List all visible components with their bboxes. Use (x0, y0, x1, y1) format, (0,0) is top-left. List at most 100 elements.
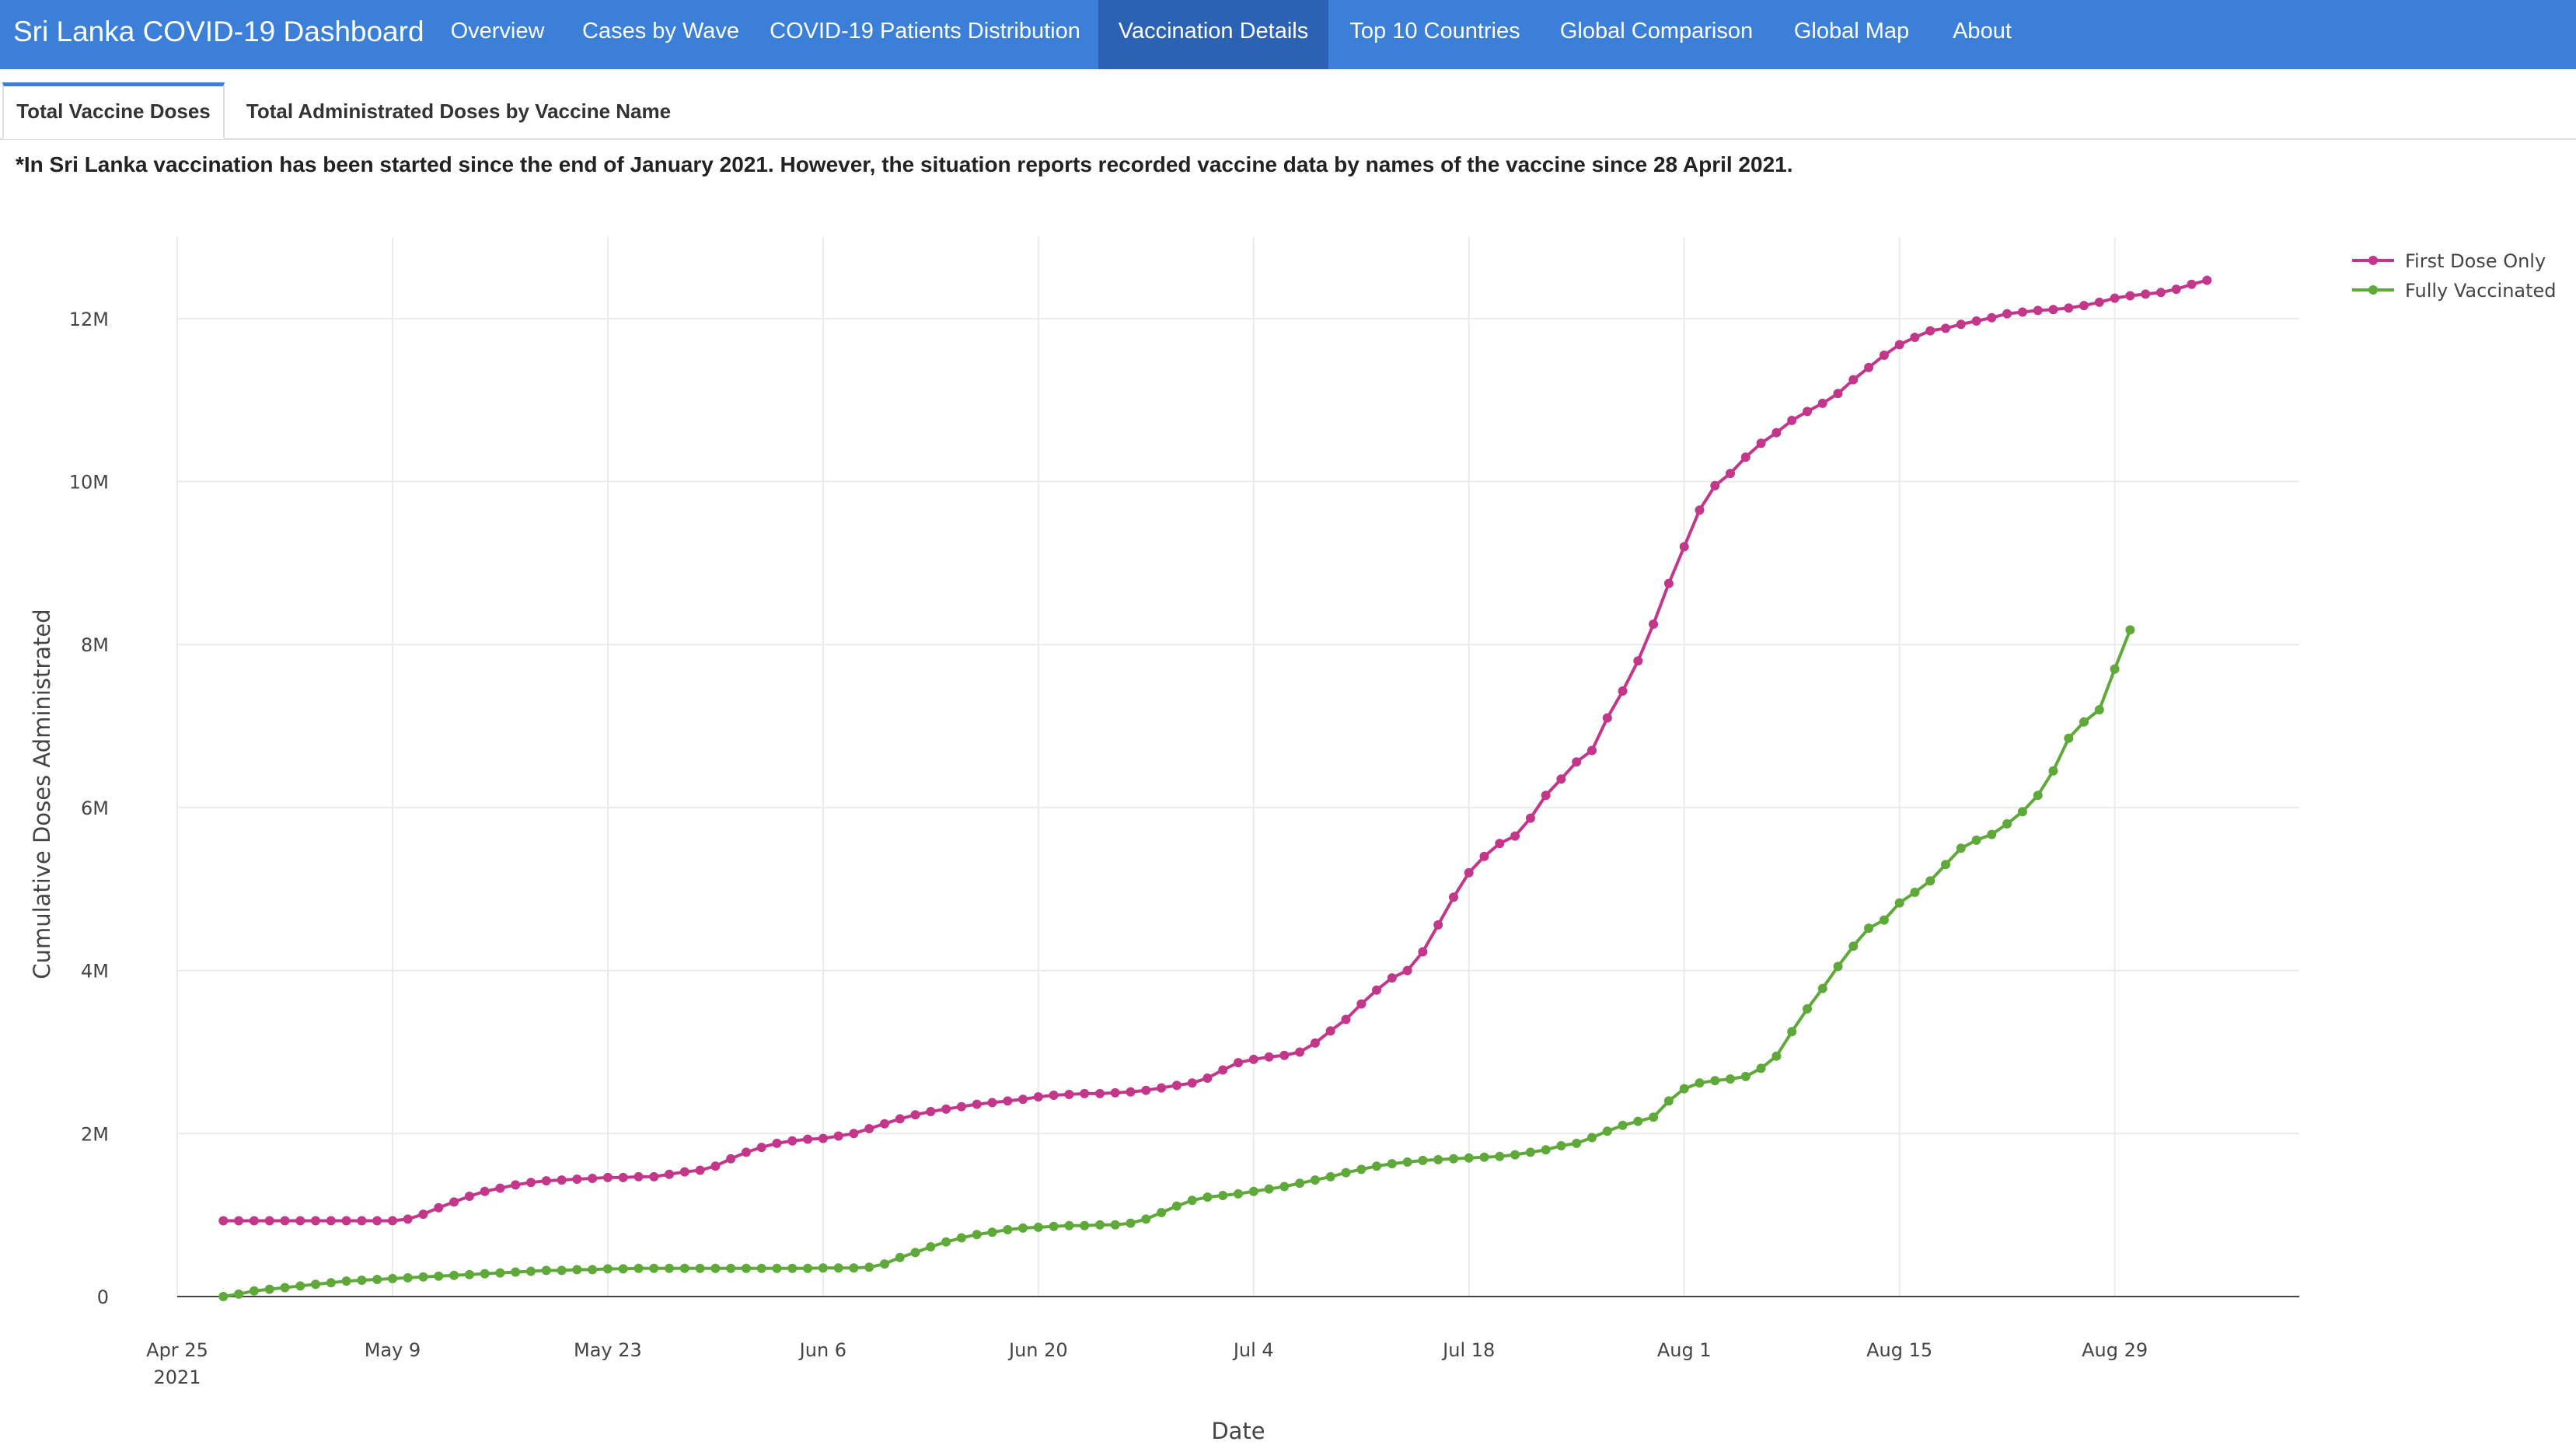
data-point[interactable] (2017, 807, 2027, 817)
data-point[interactable] (464, 1269, 474, 1279)
data-point[interactable] (1925, 326, 1935, 336)
nav-vaccination-details[interactable]: Vaccination Details (1098, 0, 1328, 69)
data-point[interactable] (449, 1197, 459, 1207)
data-point[interactable] (434, 1202, 444, 1213)
data-point[interactable] (1218, 1191, 1228, 1200)
data-point[interactable] (2125, 625, 2135, 635)
legend-item[interactable]: First Dose Only (2352, 250, 2546, 272)
data-point[interactable] (1879, 351, 1889, 360)
data-point[interactable] (311, 1216, 320, 1226)
data-point[interactable] (1464, 1153, 1474, 1163)
data-point[interactable] (726, 1154, 736, 1164)
data-point[interactable] (1649, 1112, 1659, 1122)
data-point[interactable] (1080, 1220, 1090, 1230)
data-point[interactable] (2048, 305, 2058, 315)
data-point[interactable] (526, 1266, 536, 1276)
data-point[interactable] (1295, 1047, 1305, 1057)
data-point[interactable] (1372, 1161, 1381, 1171)
data-point[interactable] (341, 1216, 351, 1226)
data-point[interactable] (726, 1263, 736, 1273)
data-point[interactable] (1987, 312, 1997, 323)
legend-item[interactable]: Fully Vaccinated (2352, 280, 2557, 302)
data-point[interactable] (434, 1271, 444, 1281)
data-point[interactable] (1325, 1026, 1335, 1036)
data-point[interactable] (218, 1292, 229, 1301)
data-point[interactable] (1080, 1088, 1090, 1098)
data-point[interactable] (1541, 791, 1551, 801)
nav-about[interactable]: About (1953, 19, 2012, 44)
nav-global-map[interactable]: Global Map (1793, 19, 1910, 44)
data-point[interactable] (1987, 829, 1997, 839)
data-point[interactable] (295, 1281, 305, 1291)
data-point[interactable] (634, 1171, 644, 1181)
data-point[interactable] (234, 1289, 244, 1299)
data-point[interactable] (588, 1265, 598, 1275)
data-point[interactable] (1310, 1038, 1320, 1048)
data-point[interactable] (634, 1263, 644, 1273)
data-point[interactable] (1894, 898, 1904, 908)
data-point[interactable] (280, 1216, 290, 1226)
data-point[interactable] (665, 1169, 674, 1179)
data-point[interactable] (588, 1174, 598, 1183)
data-point[interactable] (2110, 664, 2120, 674)
data-point[interactable] (1479, 851, 1489, 861)
data-point[interactable] (1018, 1094, 1028, 1105)
data-point[interactable] (1817, 398, 1827, 408)
data-point[interactable] (1372, 985, 1381, 995)
data-point[interactable] (1449, 1154, 1458, 1164)
data-point[interactable] (2079, 717, 2089, 727)
data-point[interactable] (1894, 340, 1904, 350)
data-point[interactable] (1126, 1218, 1136, 1228)
data-point[interactable] (1602, 713, 1612, 723)
data-point[interactable] (1003, 1096, 1013, 1106)
data-point[interactable] (2002, 309, 2012, 319)
data-point[interactable] (1433, 920, 1443, 930)
data-point[interactable] (1157, 1208, 1167, 1217)
data-point[interactable] (772, 1138, 782, 1148)
data-point[interactable] (1003, 1225, 1013, 1234)
data-point[interactable] (849, 1129, 859, 1139)
data-point[interactable] (1110, 1220, 1120, 1230)
data-point[interactable] (1941, 860, 1950, 870)
data-point[interactable] (1049, 1221, 1059, 1231)
data-point[interactable] (1402, 965, 1412, 976)
data-point[interactable] (418, 1209, 428, 1220)
data-point[interactable] (1525, 813, 1535, 823)
data-point[interactable] (1218, 1065, 1228, 1075)
data-point[interactable] (1264, 1184, 1274, 1194)
data-point[interactable] (1587, 745, 1597, 756)
data-point[interactable] (388, 1273, 397, 1283)
data-point[interactable] (1095, 1220, 1105, 1230)
data-point[interactable] (649, 1263, 659, 1273)
data-point[interactable] (1726, 1074, 1735, 1084)
nav-patients-distribution[interactable]: COVID-19 Patients Distribution (770, 19, 1080, 44)
data-point[interactable] (1525, 1147, 1535, 1157)
data-point[interactable] (849, 1263, 859, 1273)
data-point[interactable] (1556, 1141, 1566, 1150)
data-point[interactable] (280, 1283, 290, 1293)
data-point[interactable] (1941, 323, 1950, 333)
data-point[interactable] (1234, 1058, 1243, 1068)
data-point[interactable] (803, 1134, 813, 1144)
data-point[interactable] (249, 1216, 259, 1226)
data-point[interactable] (818, 1263, 828, 1273)
data-point[interactable] (1033, 1222, 1043, 1232)
data-point[interactable] (1756, 438, 1766, 449)
data-point[interactable] (295, 1216, 305, 1226)
data-point[interactable] (1341, 1168, 1351, 1178)
data-point[interactable] (1833, 389, 1843, 399)
data-point[interactable] (1171, 1080, 1182, 1091)
data-point[interactable] (1387, 973, 1397, 983)
data-point[interactable] (787, 1263, 798, 1273)
data-point[interactable] (956, 1101, 966, 1112)
data-point[interactable] (987, 1098, 997, 1108)
data-point[interactable] (357, 1276, 367, 1285)
data-point[interactable] (1510, 1150, 1520, 1160)
data-point[interactable] (1787, 415, 1797, 425)
data-point[interactable] (1187, 1195, 1197, 1206)
data-point[interactable] (511, 1267, 521, 1277)
data-point[interactable] (910, 1110, 920, 1120)
data-point[interactable] (1187, 1078, 1197, 1088)
data-point[interactable] (787, 1136, 798, 1146)
data-point[interactable] (1495, 839, 1505, 849)
